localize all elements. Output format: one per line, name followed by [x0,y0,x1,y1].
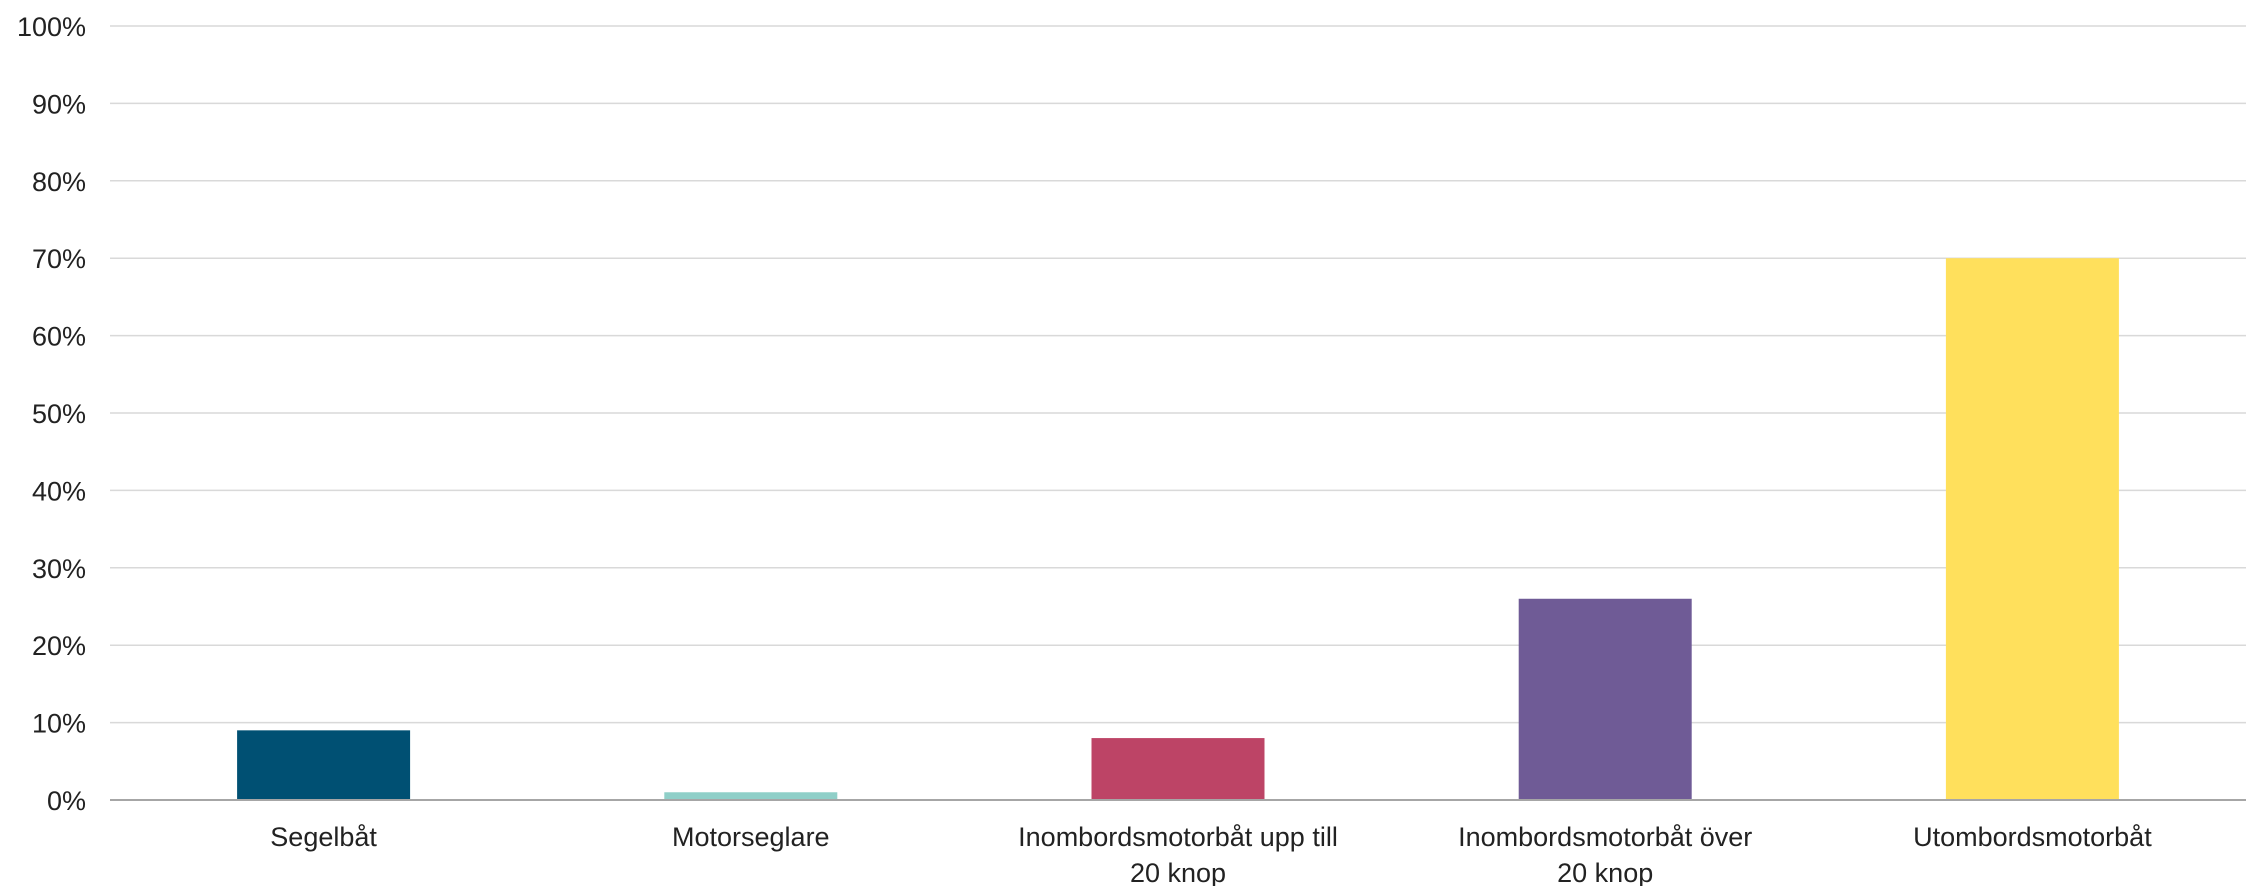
x-category-label: Motorseglare [672,822,830,852]
y-tick-label: 100% [17,12,86,42]
bar [1945,258,2119,800]
y-tick-label: 40% [32,476,86,506]
x-category-label: Segelbåt [270,822,377,852]
bar [1518,598,1692,800]
y-tick-label: 60% [32,322,86,352]
bar [664,792,838,800]
bar [237,730,411,800]
bar [1091,738,1265,800]
y-tick-label: 30% [32,554,86,584]
x-category-label: 20 knop [1557,858,1653,886]
x-category-label: Utombordsmotorbåt [1913,822,2152,852]
y-tick-label: 10% [32,709,86,739]
y-tick-label: 90% [32,89,86,119]
y-axis-ticks: 0% 10% 20% 30% 40% 50% 60% 70% 80% 90% 100% [17,12,86,816]
y-tick-label: 0% [47,786,86,816]
bars [237,258,2119,800]
x-axis-labels: Segelbåt Motorseglare Inombordsmotorbåt up… [270,822,2152,886]
x-category-label: Inombordsmotorbåt upp till [1018,822,1338,852]
x-category-label: 20 knop [1130,858,1226,886]
y-tick-label: 70% [32,244,86,274]
gridlines [110,25,2246,724]
y-tick-label: 80% [32,167,86,197]
y-tick-label: 50% [32,399,86,429]
x-category-label: Inombordsmotorbåt över [1458,822,1752,852]
y-tick-label: 20% [32,631,86,661]
